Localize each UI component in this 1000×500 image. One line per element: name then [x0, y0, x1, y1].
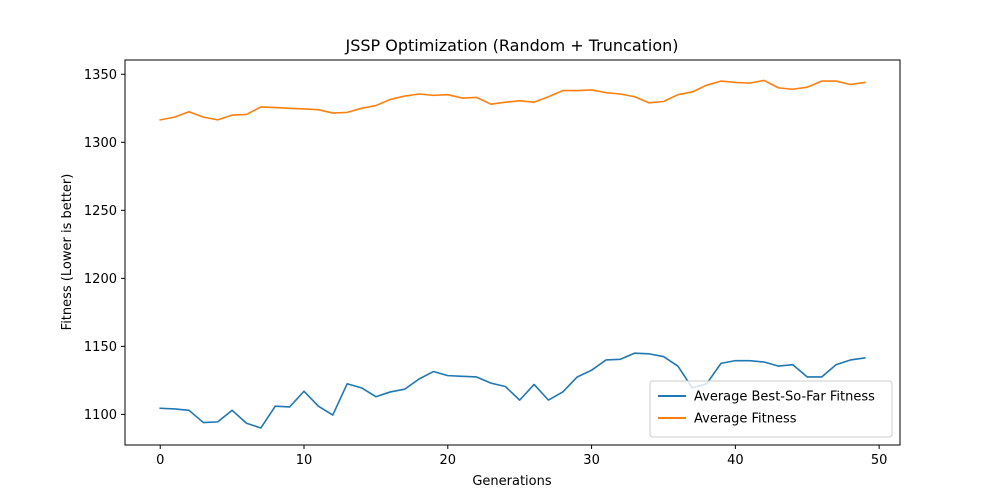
legend-label: Average Fitness: [694, 412, 797, 427]
y-tick-label: 1100: [84, 408, 117, 423]
legend-label: Average Best-So-Far Fitness: [694, 390, 875, 405]
x-tick-label: 0: [156, 453, 164, 468]
y-axis-label: Fitness (Lower is better): [60, 174, 75, 331]
y-tick-label: 1350: [84, 68, 117, 83]
chart-title: JSSP Optimization (Random + Truncation): [344, 36, 678, 55]
x-tick-label: 20: [440, 453, 457, 468]
y-tick-label: 1300: [84, 136, 117, 151]
x-axis: 0 10 20 30 40 50: [156, 445, 887, 468]
y-tick-label: 1150: [84, 340, 117, 355]
y-tick-label: 1200: [84, 272, 117, 287]
x-axis-label: Generations: [472, 474, 552, 489]
series-line-2: [159, 79, 866, 121]
x-tick-label: 40: [727, 453, 744, 468]
y-axis: 1100 1150 1200 1250 1300 1350: [84, 68, 125, 423]
x-tick-label: 50: [871, 453, 888, 468]
y-tick-label: 1250: [84, 204, 117, 219]
series-layer: [159, 79, 866, 429]
legend-box: [649, 380, 893, 438]
legend: Average Best-So-Far Fitness Average Fitne…: [649, 380, 893, 438]
x-tick-label: 10: [296, 453, 313, 468]
series-line-1: [159, 352, 866, 429]
plot-frame: [124, 59, 901, 446]
x-tick-label: 30: [583, 453, 600, 468]
